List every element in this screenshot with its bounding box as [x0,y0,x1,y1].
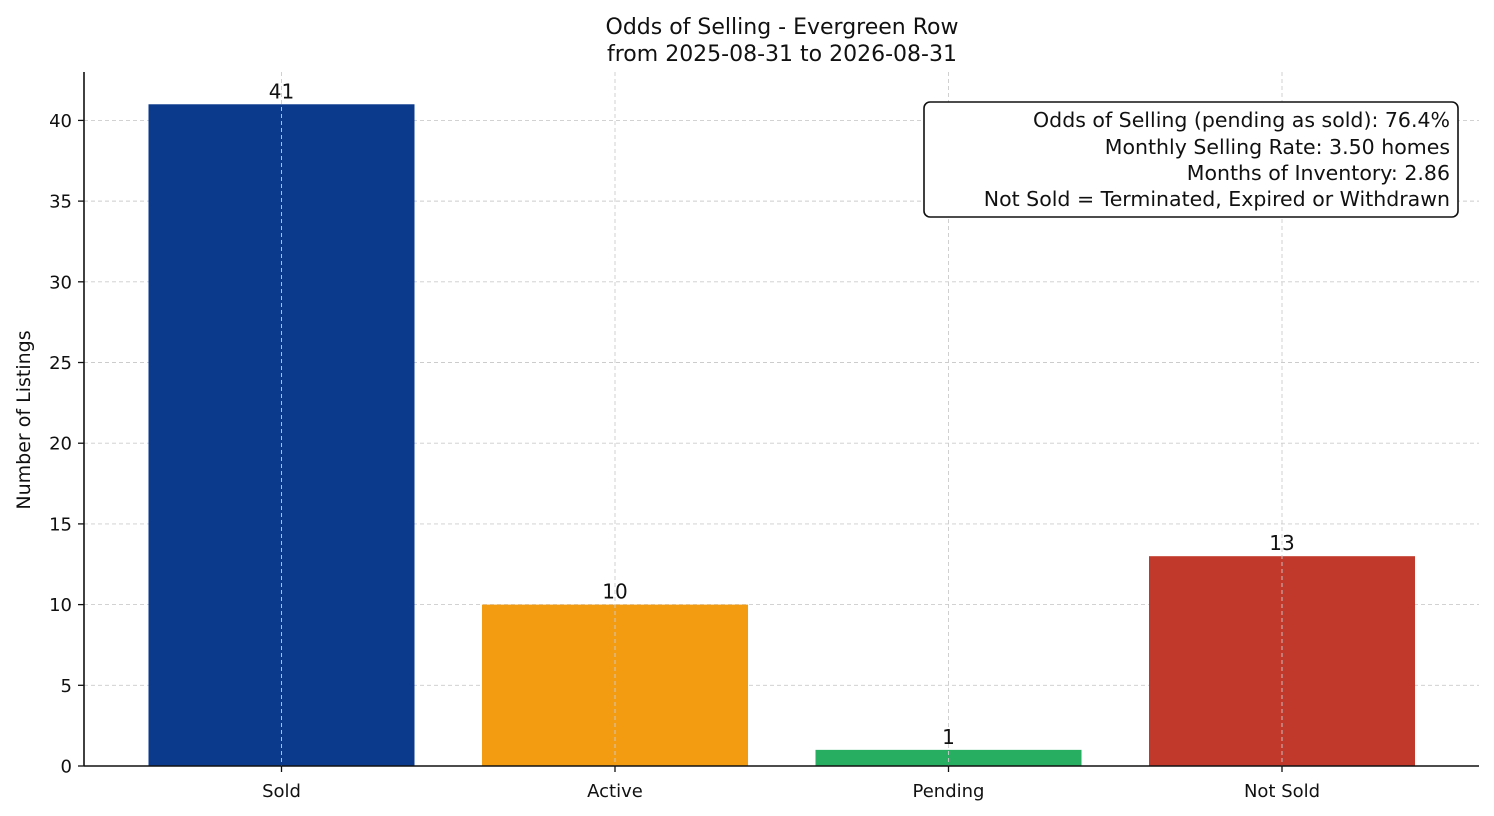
y-tick-label: 30 [49,272,72,293]
bar-sold [148,104,415,767]
data-labels: 41 10 1 13 [269,79,1295,749]
y-tick-label: 25 [49,353,72,374]
bar-value-label: 13 [1269,531,1294,555]
x-tick-label: Pending [913,781,985,802]
chart-subtitle: from 2025-08-31 to 2026-08-31 [607,42,957,67]
info-line-odds: Odds of Selling (pending as sold): 76.4% [1033,108,1450,132]
y-tick-label: 35 [49,192,72,213]
bar-pending [815,749,1082,766]
info-line-rate: Monthly Selling Rate: 3.50 homes [1105,135,1450,159]
y-tick-label: 15 [49,514,72,535]
x-tick-label: Active [587,781,643,802]
info-line-note: Not Sold = Terminated, Expired or Withdr… [984,187,1450,211]
bar-value-label: 1 [942,725,955,749]
y-tick-label: 5 [61,676,72,697]
chart-title: Odds of Selling - Evergreen Row [606,15,959,40]
bar-value-label: 41 [269,79,294,103]
y-tick-label: 20 [49,434,72,455]
info-box-frame [923,101,1459,218]
info-box: Odds of Selling (pending as sold): 76.4%… [923,101,1459,218]
y-axis-label: Number of Listings [13,330,35,509]
y-tick-label: 40 [49,111,72,132]
x-tick-label: Not Sold [1244,781,1320,802]
y-tick-label: 0 [61,757,72,778]
y-tick-label: 10 [49,595,72,616]
bar-value-label: 10 [602,580,627,604]
axes: 0 5 10 15 20 25 30 35 40 Sold Active Pending Not Sol… [49,72,1479,802]
x-tick-label: Sold [262,781,301,802]
info-line-inventory: Months of Inventory: 2.86 [1187,161,1450,185]
